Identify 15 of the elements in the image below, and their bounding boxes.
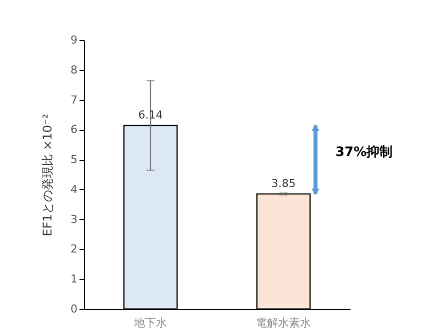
y-tick-label: 8	[70, 63, 78, 76]
y-tick-label: 5	[70, 153, 78, 166]
x-tick-label: 電解水素水	[256, 316, 311, 330]
y-tick-label: 0	[70, 302, 78, 316]
y-tick-label: 1	[70, 272, 78, 286]
y-tick-label: 4	[70, 182, 78, 196]
y-tick-label: 3	[70, 212, 78, 226]
y-axis-title: EF1との発現比 ×10⁻²	[40, 114, 54, 236]
y-tick-label: 7	[70, 93, 78, 106]
x-tick-label: 地下水	[133, 316, 167, 330]
y-tick-label: 6	[70, 123, 78, 136]
annotation: 37%抑制	[336, 145, 393, 160]
y-tick-label: 9	[70, 34, 78, 46]
y-tick-label: 2	[70, 242, 78, 256]
data-label: 3.85	[271, 176, 296, 190]
